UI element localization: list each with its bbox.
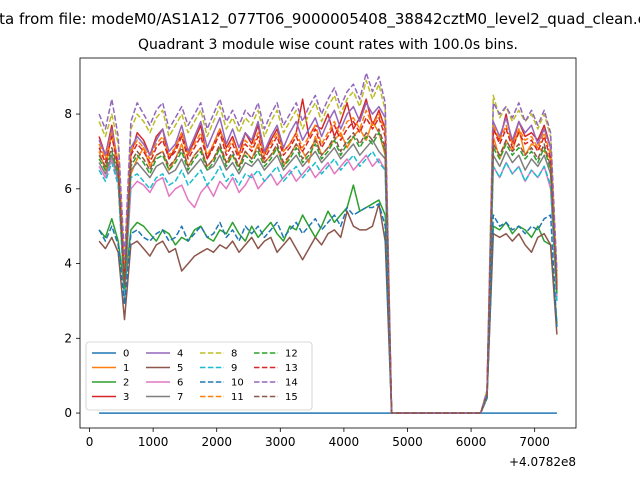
legend-label: 2 — [123, 378, 129, 389]
x-tick-label: 2000 — [201, 435, 232, 449]
legend-label: 11 — [231, 392, 244, 403]
legend-label: 9 — [231, 363, 237, 374]
legend-label: 14 — [285, 378, 298, 389]
x-tick-label: 7000 — [519, 435, 550, 449]
axes: 0 1000 2000 3000 4000 5000 6000 7000 0 2 4 6 8 — [64, 57, 577, 449]
series-line-14 — [98, 72, 558, 414]
x-axis-offset-label: +4.0782e8 — [509, 455, 576, 469]
legend-label: 1 — [123, 363, 129, 374]
x-tick-label: 6000 — [456, 435, 487, 449]
series-line-13 — [98, 117, 558, 414]
legend-label: 15 — [285, 392, 298, 403]
legend-box — [85, 341, 313, 411]
x-tick-label: 1000 — [138, 435, 169, 449]
legend-label: 12 — [285, 349, 298, 360]
plot-frame — [79, 57, 577, 429]
legend-label: 5 — [177, 363, 183, 374]
series-line-9 — [98, 150, 558, 414]
series-line-8 — [98, 79, 558, 414]
series-line-15 — [98, 128, 558, 414]
legend-label: 3 — [123, 392, 129, 403]
y-tick-label: 2 — [64, 331, 72, 345]
y-tick-label: 0 — [64, 406, 72, 420]
legend-label: 7 — [177, 392, 183, 403]
x-tick-label: 4000 — [329, 435, 360, 449]
x-tick-label: 5000 — [392, 435, 423, 449]
x-tick-label: 0 — [86, 435, 94, 449]
legend-label: 0 — [123, 349, 129, 360]
y-tick-label: 6 — [64, 182, 72, 196]
y-tick-label: 4 — [64, 257, 72, 271]
legend-label: 6 — [177, 378, 183, 389]
legend-label: 4 — [177, 349, 183, 360]
y-tick-label: 8 — [64, 107, 72, 121]
legend-label: 8 — [231, 349, 237, 360]
x-tick-label: 3000 — [265, 435, 296, 449]
legend-label: 10 — [231, 378, 244, 389]
figure-suptitle: Data from file: modeM0/AS1A12_077T06_900… — [0, 10, 640, 29]
legend-label: 13 — [285, 363, 298, 374]
chart-title: Quadrant 3 module wise count rates with … — [138, 37, 518, 53]
series-layer — [98, 72, 558, 414]
